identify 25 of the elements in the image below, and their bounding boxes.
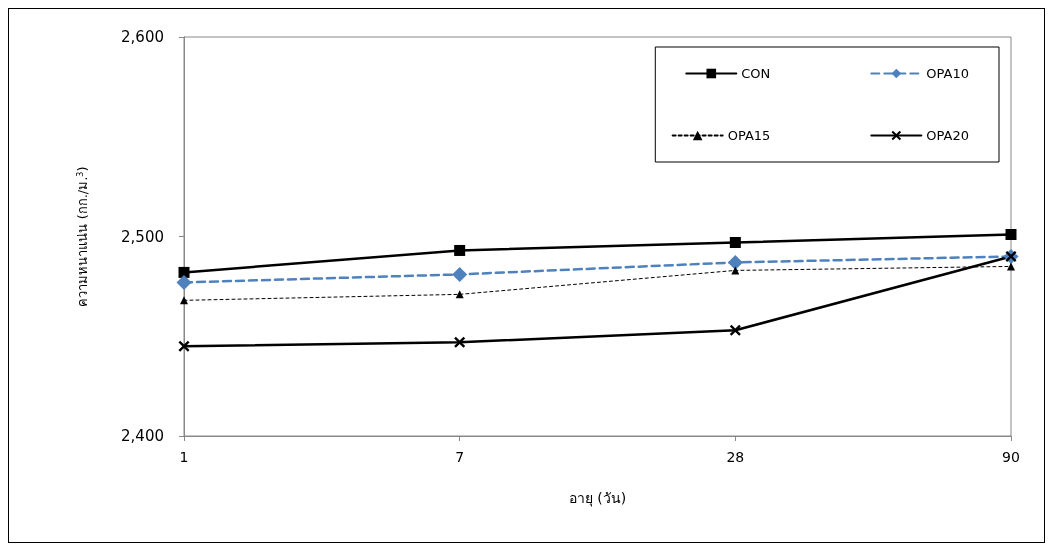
point bbox=[454, 244, 466, 256]
point bbox=[1005, 229, 1017, 241]
x-axis-title: อายุ (วัน) bbox=[568, 490, 627, 507]
legend-label: OPA20 bbox=[926, 128, 970, 143]
y-tick-label: 2,500 bbox=[121, 227, 164, 246]
legend-label: OPA10 bbox=[926, 66, 970, 81]
point bbox=[1007, 262, 1015, 271]
point bbox=[729, 236, 741, 248]
point bbox=[180, 296, 188, 305]
point bbox=[729, 324, 741, 336]
point bbox=[454, 336, 466, 348]
y-axis-title: ความหนาแน่น (กก./ม.3) bbox=[75, 166, 90, 307]
legend-label: CON bbox=[741, 66, 771, 81]
y-tick-label: 2,400 bbox=[121, 427, 164, 445]
point bbox=[727, 254, 743, 270]
point bbox=[176, 274, 192, 290]
legend-label: OPA15 bbox=[727, 128, 771, 143]
point bbox=[452, 266, 468, 282]
point bbox=[178, 266, 190, 278]
y-tick-label: 2,600 bbox=[121, 28, 164, 46]
x-tick-label: 7 bbox=[455, 449, 465, 465]
x-tick-label: 1 bbox=[179, 449, 189, 465]
point bbox=[178, 340, 190, 352]
x-tick-label: 90 bbox=[1002, 449, 1020, 465]
x-tick-label: 28 bbox=[726, 449, 745, 465]
